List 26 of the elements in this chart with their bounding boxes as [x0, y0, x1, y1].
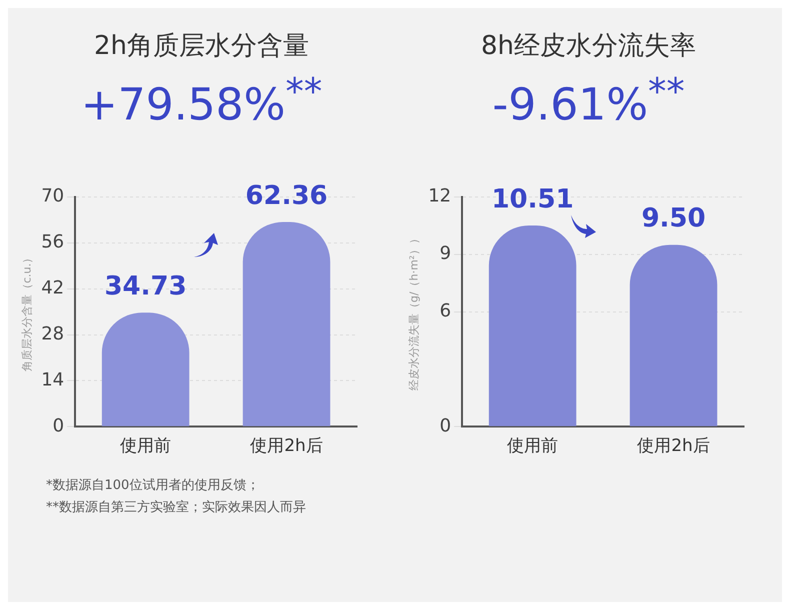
y-axis-title: 角质层水分含量（c.u.）	[20, 252, 33, 371]
data-label: 34.73	[104, 271, 186, 302]
chart-subtitle: -9.61%$^{**}$	[491, 69, 686, 133]
y-tick-label: 28	[40, 323, 64, 344]
chart-title: 8h经皮水分流失率	[480, 30, 698, 63]
y-tick-label: 9	[439, 242, 451, 264]
text: **数据源自第三方实验室；实际效果因人而异	[46, 498, 307, 517]
y-tick-label: 14	[40, 369, 64, 390]
y-tick-label: 0	[52, 414, 64, 436]
x-tick-label: 使用前	[120, 436, 171, 456]
y-axis-title: 经皮水分流失量（g/（h·m²））	[406, 232, 420, 390]
data-label: 9.50	[640, 203, 706, 234]
y-tick-label: 70	[40, 185, 64, 206]
y-tick-label: 56	[40, 231, 64, 252]
text: *数据源自100位试用者的使用反馈；	[46, 476, 260, 495]
x-tick-label: 使用2h后	[636, 436, 710, 456]
y-tick-label: 12	[428, 185, 451, 206]
x-tick-label: 使用2h后	[250, 436, 322, 456]
x-tick-label: 使用前	[506, 436, 558, 456]
data-label: 10.51	[490, 184, 574, 214]
y-tick-label: 42	[40, 277, 64, 298]
data-label: 62.36	[244, 180, 328, 210]
chart-subtitle: +79.58%$^{**}$	[80, 69, 324, 133]
y-tick-label: 6	[439, 300, 451, 322]
chart-title: 2h角质层水分含量	[92, 30, 310, 63]
y-tick-label: 0	[439, 414, 451, 436]
